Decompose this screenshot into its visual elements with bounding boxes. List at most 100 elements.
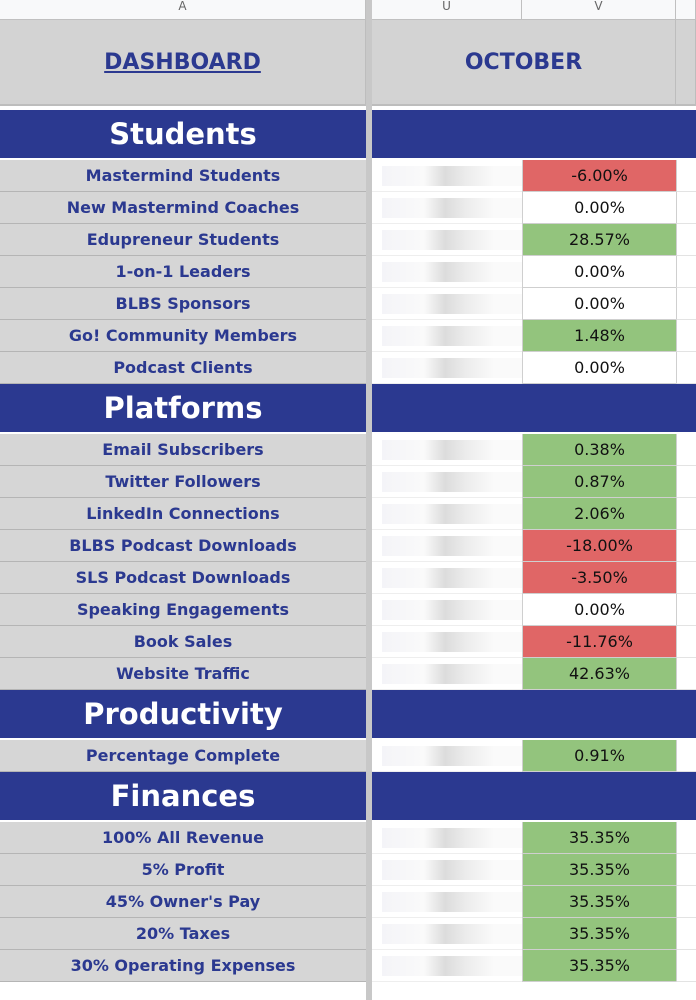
value-cell[interactable]: 0.87% — [522, 466, 676, 498]
blurred-value — [382, 860, 522, 880]
value-cell[interactable]: -6.00% — [522, 160, 676, 192]
row-label[interactable]: 20% Taxes — [0, 918, 366, 950]
blurred-value — [382, 358, 522, 378]
cell — [676, 160, 696, 192]
row-label[interactable]: 5% Profit — [0, 854, 366, 886]
row-label[interactable]: Percentage Complete — [0, 740, 366, 772]
section-header[interactable]: Finances — [0, 772, 366, 822]
value-cell[interactable]: 0.00% — [522, 594, 676, 626]
dashboard-link[interactable]: DASHBOARD — [0, 20, 366, 106]
column-header — [676, 0, 696, 20]
column-header[interactable]: U — [372, 0, 522, 20]
blurred-value — [382, 746, 522, 766]
section-header[interactable]: Platforms — [0, 384, 366, 434]
row-label[interactable]: 45% Owner's Pay — [0, 886, 366, 918]
value-cell[interactable]: 35.35% — [522, 918, 676, 950]
row-label[interactable]: SLS Podcast Downloads — [0, 562, 366, 594]
section-band — [372, 772, 696, 822]
blurred-value — [382, 440, 522, 460]
row-label[interactable]: 30% Operating Expenses — [0, 950, 366, 982]
row-label[interactable]: LinkedIn Connections — [0, 498, 366, 530]
blurred-value — [382, 472, 522, 492]
cell — [676, 224, 696, 256]
section-header[interactable]: Productivity — [0, 690, 366, 740]
section-header[interactable]: Students — [0, 110, 366, 160]
cell — [676, 498, 696, 530]
blurred-value — [382, 892, 522, 912]
cell — [676, 886, 696, 918]
value-cell[interactable]: 0.00% — [522, 352, 676, 384]
value-cell[interactable]: 0.91% — [522, 740, 676, 772]
blurred-value — [382, 166, 522, 186]
value-cell[interactable]: 0.00% — [522, 288, 676, 320]
blurred-value — [382, 198, 522, 218]
blurred-value — [382, 326, 522, 346]
row-label[interactable]: BLBS Sponsors — [0, 288, 366, 320]
value-cell[interactable]: -11.76% — [522, 626, 676, 658]
cell — [676, 530, 696, 562]
row-label[interactable]: Twitter Followers — [0, 466, 366, 498]
row-label[interactable]: BLBS Podcast Downloads — [0, 530, 366, 562]
row-label[interactable]: 1-on-1 Leaders — [0, 256, 366, 288]
value-cell[interactable]: 35.35% — [522, 950, 676, 982]
month-header: OCTOBER — [372, 20, 676, 106]
value-cell[interactable]: 28.57% — [522, 224, 676, 256]
row-label[interactable]: Mastermind Students — [0, 160, 366, 192]
value-cell[interactable]: 35.35% — [522, 822, 676, 854]
value-cell[interactable]: 35.35% — [522, 886, 676, 918]
cell — [676, 192, 696, 224]
cell — [676, 854, 696, 886]
value-cell[interactable]: 0.00% — [522, 256, 676, 288]
row-label[interactable]: Edupreneur Students — [0, 224, 366, 256]
cell — [676, 288, 696, 320]
row-label[interactable]: Book Sales — [0, 626, 366, 658]
blurred-value — [382, 536, 522, 556]
blurred-value — [382, 956, 522, 976]
row-label[interactable]: 100% All Revenue — [0, 822, 366, 854]
blurred-value — [382, 262, 522, 282]
value-cell[interactable]: 42.63% — [522, 658, 676, 690]
row-label[interactable]: New Mastermind Coaches — [0, 192, 366, 224]
column-header[interactable]: V — [522, 0, 676, 20]
cell — [676, 466, 696, 498]
value-cell[interactable]: -3.50% — [522, 562, 676, 594]
cell — [676, 320, 696, 352]
value-cell[interactable]: 0.00% — [522, 192, 676, 224]
cell — [676, 822, 696, 854]
cell — [676, 626, 696, 658]
cell — [676, 658, 696, 690]
cell — [676, 594, 696, 626]
cell — [676, 562, 696, 594]
blurred-value — [382, 632, 522, 652]
cell — [676, 950, 696, 982]
row-label[interactable]: Speaking Engagements — [0, 594, 366, 626]
freeze-divider — [366, 0, 372, 1000]
section-band — [372, 690, 696, 740]
cell — [676, 256, 696, 288]
blurred-value — [382, 828, 522, 848]
row-label[interactable]: Website Traffic — [0, 658, 366, 690]
section-band — [372, 384, 696, 434]
blurred-value — [382, 294, 522, 314]
value-cell[interactable]: 0.38% — [522, 434, 676, 466]
row-label[interactable]: Podcast Clients — [0, 352, 366, 384]
blurred-value — [382, 230, 522, 250]
cell — [676, 434, 696, 466]
blurred-value — [382, 924, 522, 944]
cell — [676, 352, 696, 384]
value-cell[interactable]: -18.00% — [522, 530, 676, 562]
blurred-value — [382, 664, 522, 684]
blurred-value — [382, 568, 522, 588]
section-band — [372, 110, 696, 160]
value-cell[interactable]: 2.06% — [522, 498, 676, 530]
blurred-value — [382, 600, 522, 620]
header-cell — [676, 20, 696, 106]
cell — [676, 740, 696, 772]
row-label[interactable]: Go! Community Members — [0, 320, 366, 352]
blurred-value — [382, 504, 522, 524]
row-label[interactable]: Email Subscribers — [0, 434, 366, 466]
column-header[interactable]: A — [0, 0, 366, 20]
value-cell[interactable]: 1.48% — [522, 320, 676, 352]
value-cell[interactable]: 35.35% — [522, 854, 676, 886]
